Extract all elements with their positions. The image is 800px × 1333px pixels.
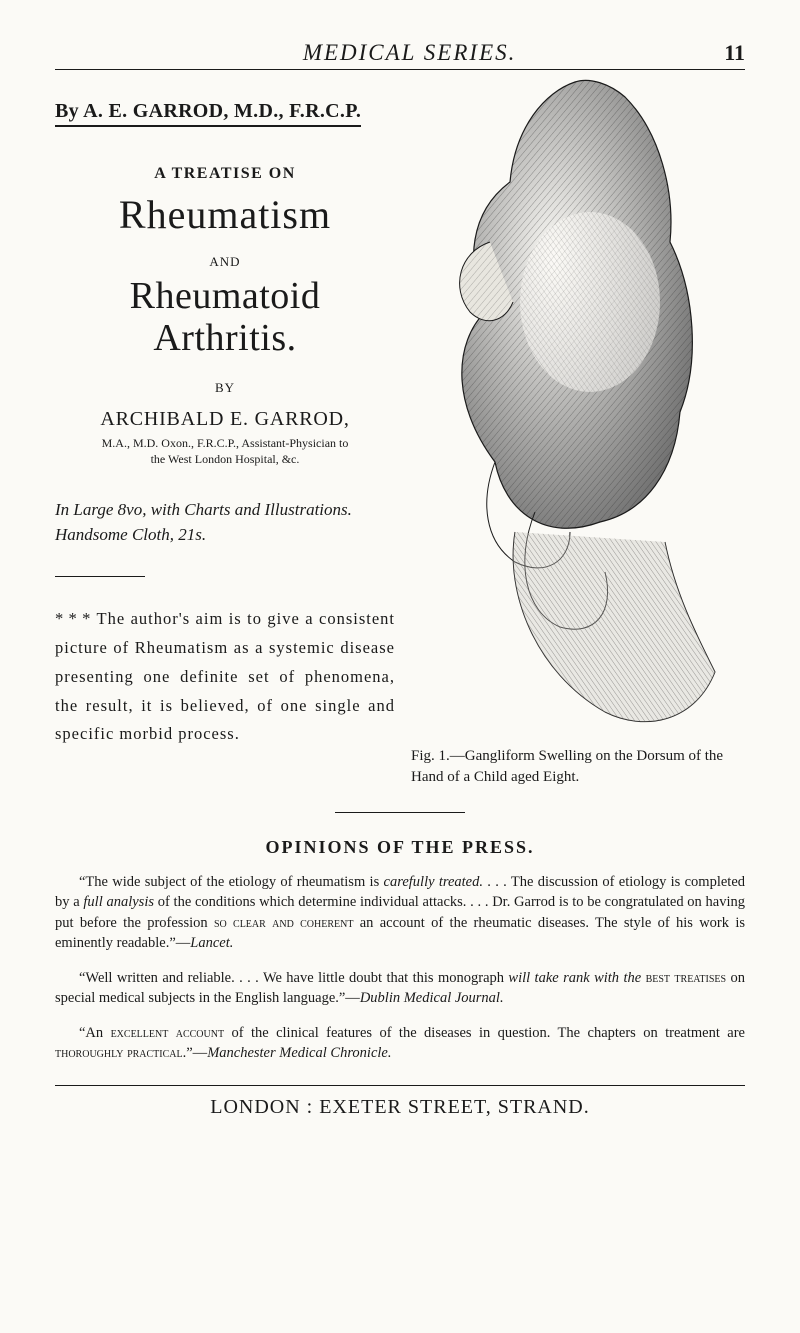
credentials-line-2: the West London Hospital, &c.: [151, 452, 300, 466]
short-rule: [55, 576, 145, 577]
footer-rule: [55, 1085, 745, 1086]
by-label: BY: [55, 380, 395, 396]
running-head: MEDICAL SERIES. 11: [55, 40, 745, 70]
and-label: AND: [55, 254, 395, 270]
review-2: “Well written and reliable. . . . We hav…: [55, 968, 745, 1009]
review-3: “An excellent account of the clinical fe…: [55, 1023, 745, 1064]
blurb-text: * * * The author's aim is to give a cons…: [55, 609, 395, 744]
credentials-line-1: M.A., M.D. Oxon., F.R.C.P., Assistant-Ph…: [102, 436, 349, 450]
byline: By A. E. GARROD, M.D., F.R.C.P.: [55, 100, 361, 127]
two-column-layout: By A. E. GARROD, M.D., F.R.C.P. A TREATI…: [55, 100, 745, 788]
hand-illustration: [405, 100, 745, 740]
page: MEDICAL SERIES. 11 By A. E. GARROD, M.D.…: [0, 0, 800, 1333]
blurb-paragraph: * * * The author's aim is to give a cons…: [55, 605, 395, 749]
author-credentials: M.A., M.D. Oxon., F.R.C.P., Assistant-Ph…: [55, 435, 395, 467]
opinions-heading: OPINIONS OF THE PRESS.: [55, 837, 745, 858]
title-rheumatoid-arthritis: Rheumatoid Arthritis.: [55, 276, 395, 360]
page-number: 11: [724, 40, 745, 66]
hand-engraving-svg: [395, 72, 755, 742]
running-title: MEDICAL SERIES.: [95, 40, 724, 66]
figure-caption: Fig. 1.—Gangliform Swelling on the Dorsu…: [405, 746, 745, 788]
format-line: In Large 8vo, with Charts and Illustrati…: [55, 497, 395, 548]
section-rule: [335, 812, 465, 813]
left-column: By A. E. GARROD, M.D., F.R.C.P. A TREATI…: [55, 100, 395, 788]
title-rheumatism: Rheumatism: [55, 191, 395, 238]
review-1: “The wide subject of the etiology of rhe…: [55, 872, 745, 953]
right-column: Fig. 1.—Gangliform Swelling on the Dorsu…: [405, 100, 745, 788]
author-name: ARCHIBALD E. GARROD,: [55, 408, 395, 431]
subtitle-treatise: A TREATISE ON: [55, 165, 395, 183]
footer-publisher-line: LONDON : EXETER STREET, STRAND.: [55, 1096, 745, 1119]
reviews-block: “The wide subject of the etiology of rhe…: [55, 872, 745, 1063]
